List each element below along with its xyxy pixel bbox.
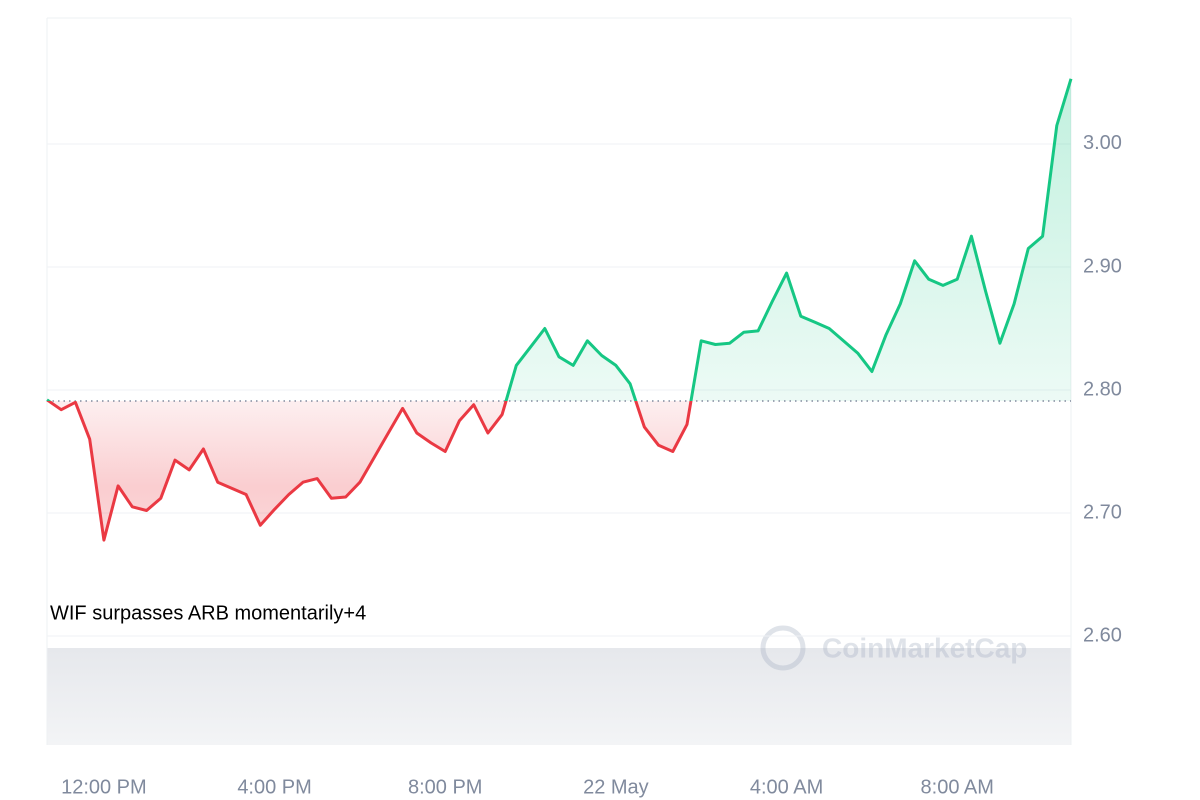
watermark: CoinMarketCap [760,625,1027,671]
x-tick-label: 22 May [583,776,649,798]
price-line [46,78,1073,542]
watermark-text: CoinMarketCap [822,632,1027,663]
price-area [47,78,1071,541]
x-tick-label: 8:00 AM [921,776,994,798]
x-tick-label: 4:00 AM [750,776,823,798]
y-tick-label: 3.00 [1083,132,1122,154]
x-tick-label: 4:00 PM [237,776,311,798]
annotation: WIF surpasses ARB momentarily+4 [50,602,366,624]
y-tick-label: 2.80 [1083,378,1122,400]
y-tick-label: 2.60 [1083,624,1122,646]
x-tick-label: 12:00 PM [61,776,147,798]
x-tick-label: 8:00 PM [408,776,482,798]
volume-band [47,648,1071,745]
y-tick-label: 2.90 [1083,255,1122,277]
y-tick-label: 2.70 [1083,501,1122,523]
